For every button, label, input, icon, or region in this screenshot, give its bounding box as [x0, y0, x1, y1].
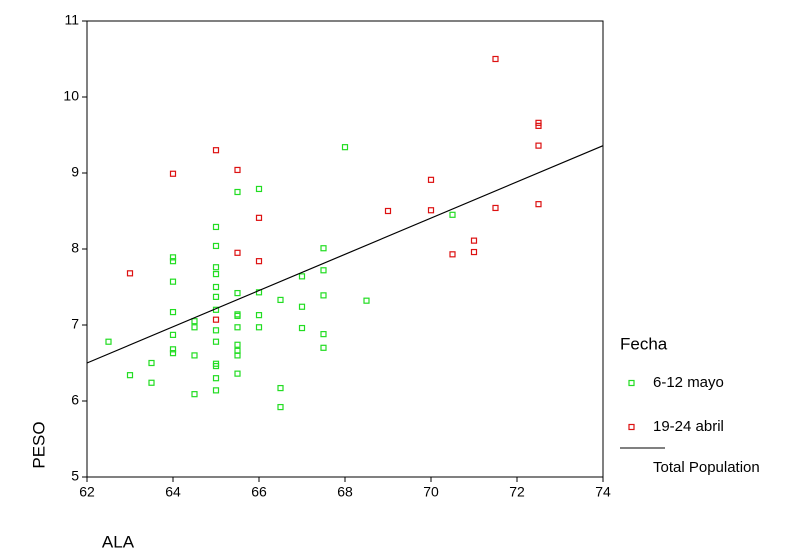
scatter-point: [212, 147, 220, 154]
x-tick-label: 62: [79, 484, 95, 500]
scatter-point: [234, 311, 241, 318]
scatter-point: [212, 375, 220, 382]
scatter-point: [384, 207, 392, 215]
scatter-point: [212, 362, 220, 370]
scatter-point: [277, 296, 284, 304]
legend-label: 19-24 abril: [653, 418, 724, 435]
legend-title: Fecha: [620, 334, 668, 353]
scatter-point: [255, 324, 263, 331]
fit-line: [86, 145, 604, 364]
x-tick-label: 70: [423, 484, 439, 500]
scatter-point: [255, 258, 263, 265]
y-tick-label: 10: [63, 88, 79, 104]
scatter-point: [255, 185, 263, 193]
scatter-point: [255, 312, 263, 319]
scatter-point: [277, 384, 284, 392]
scatter-point: [470, 248, 478, 256]
y-tick-label: 5: [71, 468, 79, 484]
scatter-point: [255, 289, 263, 296]
legend-marker: [628, 379, 635, 387]
scatter-point: [191, 318, 198, 325]
scatter-point: [427, 207, 435, 214]
scatter-point: [320, 267, 327, 274]
scatter-point: [191, 352, 198, 359]
scatter-point: [212, 242, 220, 250]
scatter-point: [535, 122, 542, 129]
scatter-point: [298, 303, 306, 310]
scatter-point: [169, 278, 177, 285]
scatter-point: [169, 170, 177, 177]
scatter-point: [191, 391, 198, 398]
scatter-point: [298, 324, 306, 332]
scatter-point: [363, 297, 370, 304]
scatter-point: [105, 338, 112, 345]
scatter-point: [255, 214, 263, 221]
scatter-point: [169, 331, 177, 338]
scatter-point: [234, 166, 241, 174]
legend-marker: [628, 423, 635, 431]
legend-label: Total Population: [653, 459, 760, 476]
scatter-point: [234, 341, 241, 348]
scatter-point: [234, 352, 241, 359]
scatter-point: [234, 312, 241, 319]
x-tick-label: 72: [509, 484, 525, 500]
scatter-point: [535, 142, 542, 149]
scatter-point: [169, 308, 177, 316]
scatter-point: [234, 324, 241, 331]
x-tick-label: 64: [165, 484, 181, 500]
scatter-point: [169, 254, 177, 261]
scatter-point: [212, 387, 220, 394]
legend-label: 6-12 mayo: [653, 374, 724, 391]
scatter-point: [449, 211, 456, 218]
scatter-point: [169, 350, 177, 357]
x-tick-label: 66: [251, 484, 267, 500]
scatter-point: [148, 379, 155, 386]
y-tick-label: 7: [71, 316, 79, 332]
scatter-point: [320, 331, 327, 338]
y-tick-label: 11: [64, 12, 79, 28]
scatter-point: [449, 251, 456, 258]
scatter-point: [212, 316, 220, 323]
scatter-point: [212, 327, 220, 334]
x-axis-label: ALA: [102, 532, 135, 551]
scatter-point: [169, 258, 177, 265]
scatter-point: [492, 204, 499, 212]
scatter-point: [212, 293, 220, 300]
scatter-point: [212, 223, 220, 231]
scatter-point: [298, 273, 306, 280]
scatter-point: [277, 403, 284, 411]
scatter-point: [320, 245, 327, 252]
scatter-point: [212, 270, 220, 278]
scatter-point: [212, 264, 220, 271]
scatter-point: [234, 188, 241, 196]
scatter-point: [126, 372, 134, 379]
scatter-point: [427, 176, 435, 183]
scatter-point: [212, 283, 220, 291]
scatter-point: [212, 338, 220, 345]
scatter-point: [234, 249, 241, 256]
x-tick-label: 74: [595, 484, 611, 500]
scatter-point: [470, 237, 478, 244]
scatter-point: [191, 324, 198, 331]
scatter-point: [320, 344, 327, 351]
scatter-point: [126, 270, 134, 277]
scatter-point: [535, 201, 542, 208]
x-tick-label: 68: [337, 484, 353, 500]
scatter-point: [492, 55, 499, 63]
plot-frame: [86, 20, 604, 478]
y-tick-label: 6: [71, 392, 79, 408]
y-tick-label: 9: [71, 164, 79, 180]
scatter-point: [169, 346, 177, 353]
scatter-point: [320, 292, 327, 299]
y-tick-label: 8: [71, 240, 79, 256]
y-axis-label: PESO: [29, 421, 48, 468]
scatter-point: [148, 359, 155, 367]
scatter-point: [341, 144, 349, 151]
scatter-point: [234, 289, 241, 297]
scatter-point: [234, 370, 241, 377]
